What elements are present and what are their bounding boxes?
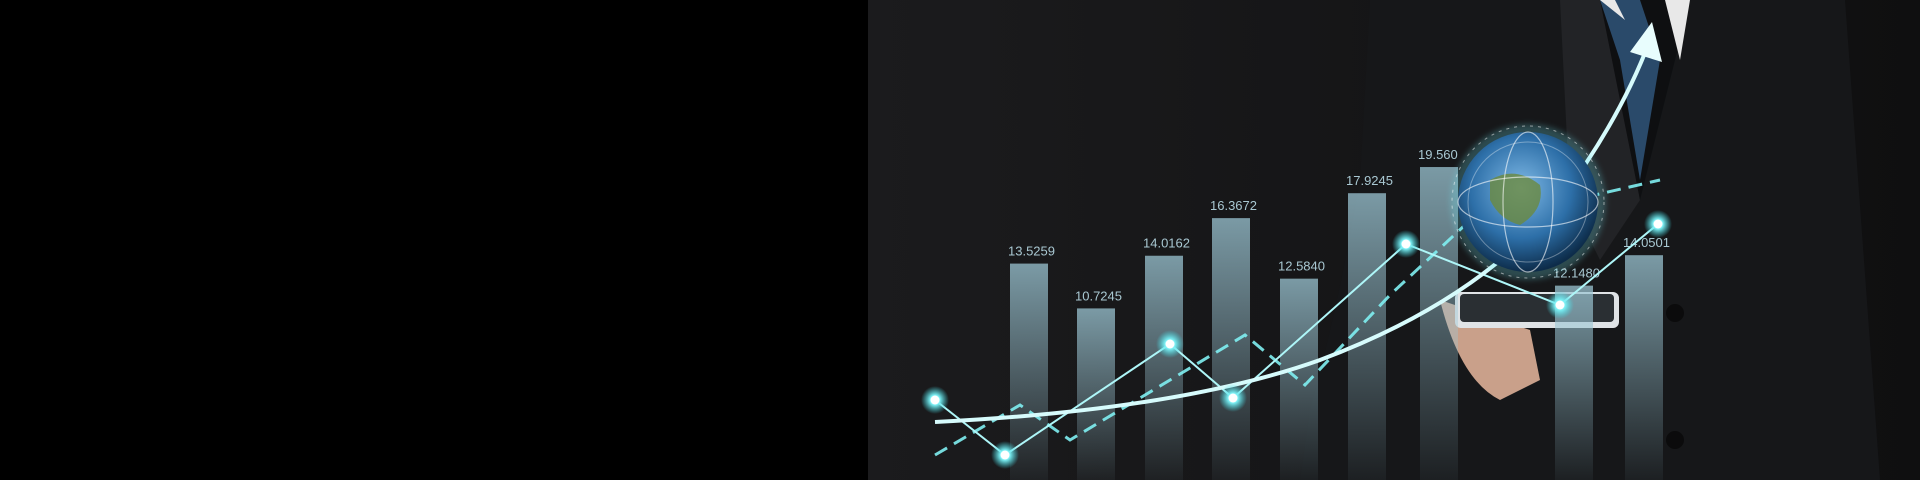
bar-value-label: 13.5259 — [1008, 244, 1055, 259]
data-point — [1228, 393, 1238, 403]
bar-value-label: 19.560 — [1418, 147, 1458, 162]
data-point — [1401, 239, 1411, 249]
bar-value-label: 16.3672 — [1210, 198, 1257, 213]
chart-bar — [1145, 255, 1183, 480]
data-point — [1555, 300, 1565, 310]
globe-icon — [1450, 124, 1606, 280]
chart-bar — [1212, 218, 1250, 480]
bar-value-label: 10.7245 — [1075, 288, 1122, 303]
chart-bar — [1420, 167, 1458, 480]
arrow-head-icon — [1630, 22, 1662, 62]
chart-bar — [1625, 255, 1663, 480]
bar-value-label: 14.0501 — [1623, 235, 1670, 250]
bar-label-group: 13.5259 10.7245 14.0162 16.3672 12.5840 17.92… — [1008, 147, 1670, 303]
suit-button-icon — [1666, 431, 1684, 449]
data-point — [1000, 450, 1010, 460]
data-point — [1653, 219, 1663, 229]
suit-button-icon — [1666, 304, 1684, 322]
bar-value-label: 17.9245 — [1346, 173, 1393, 188]
bar-value-label: 14.0162 — [1143, 236, 1190, 251]
growth-arrow — [934, 39, 1652, 424]
chart-bar — [1010, 263, 1048, 480]
bar-value-label: 12.5840 — [1278, 259, 1325, 274]
data-point — [1165, 339, 1175, 349]
data-point-group — [921, 210, 1672, 469]
tablet — [1455, 292, 1619, 328]
data-point — [930, 395, 940, 405]
